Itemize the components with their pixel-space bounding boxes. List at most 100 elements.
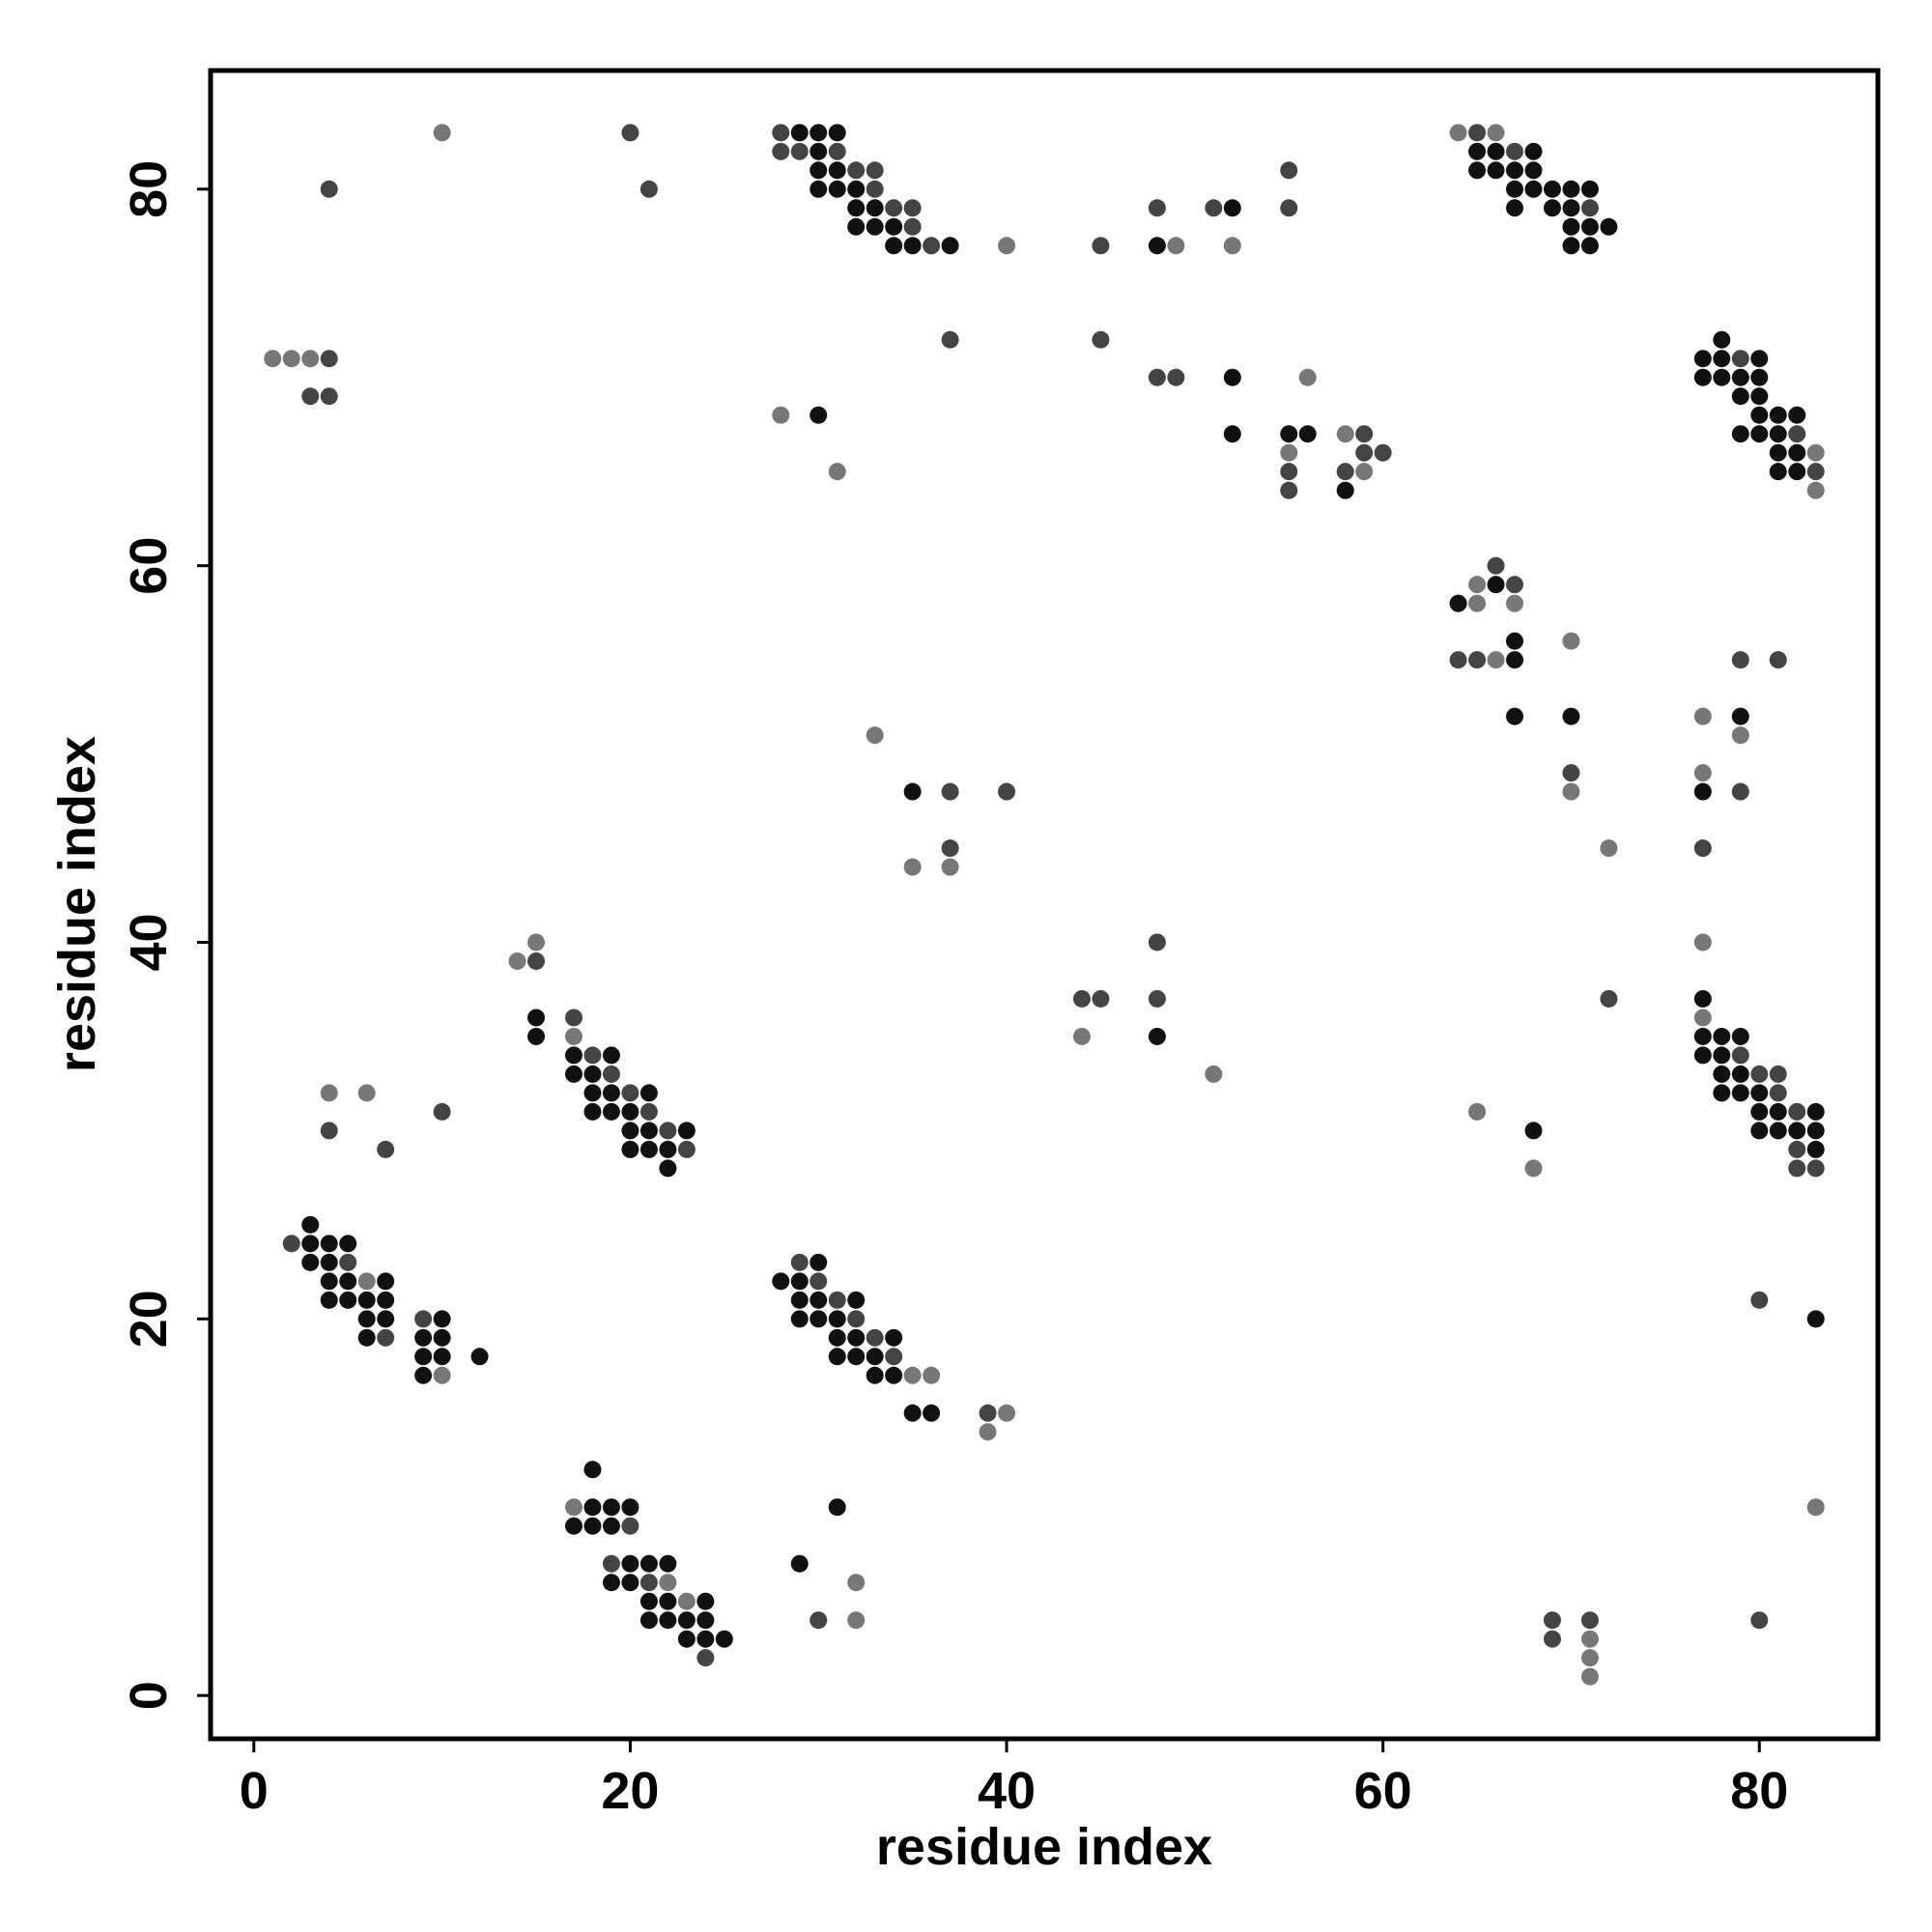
contact-point bbox=[339, 1235, 357, 1253]
contact-point bbox=[357, 1291, 376, 1309]
contact-point bbox=[602, 1554, 620, 1573]
contact-point bbox=[1506, 594, 1524, 612]
contact-point bbox=[885, 1348, 903, 1366]
contact-point bbox=[320, 180, 338, 198]
contact-point bbox=[1806, 463, 1825, 481]
contact-point bbox=[1713, 1027, 1731, 1045]
contact-point bbox=[621, 1554, 639, 1573]
contact-point bbox=[1562, 782, 1580, 801]
x-tick-label: 20 bbox=[601, 1762, 659, 1820]
contact-point bbox=[659, 1592, 677, 1610]
contact-point bbox=[564, 1498, 582, 1517]
contact-point bbox=[828, 1348, 846, 1366]
contact-point bbox=[847, 161, 866, 180]
contact-point bbox=[1713, 368, 1731, 386]
contact-point bbox=[339, 1291, 357, 1309]
contact-point bbox=[527, 1027, 546, 1045]
contact-point bbox=[639, 1122, 658, 1140]
contact-point bbox=[1280, 425, 1298, 443]
contact-point bbox=[583, 1046, 602, 1065]
contact-point bbox=[1167, 368, 1185, 386]
contact-point bbox=[320, 1235, 338, 1253]
contact-point bbox=[866, 217, 884, 236]
contact-point bbox=[639, 1611, 658, 1630]
contact-point bbox=[1731, 1065, 1749, 1083]
contact-point bbox=[1336, 425, 1354, 443]
contact-point bbox=[1769, 406, 1787, 424]
contact-point bbox=[1506, 632, 1524, 650]
contact-point bbox=[1731, 368, 1749, 386]
contact-point bbox=[828, 1498, 846, 1517]
contact-point bbox=[790, 1272, 809, 1291]
contact-point bbox=[1750, 1084, 1769, 1102]
y-tick-label: 60 bbox=[120, 537, 178, 595]
contact-point bbox=[339, 1272, 357, 1291]
x-axis-title: residue index bbox=[876, 1818, 1212, 1876]
contact-point bbox=[301, 350, 320, 368]
contact-point bbox=[810, 1253, 828, 1271]
contact-point bbox=[696, 1592, 715, 1610]
y-tick-label: 0 bbox=[120, 1681, 178, 1710]
contact-point bbox=[1468, 142, 1487, 160]
contact-point bbox=[377, 1272, 395, 1291]
contact-point bbox=[1468, 576, 1487, 594]
y-tick-label: 20 bbox=[120, 1290, 178, 1348]
contact-point bbox=[866, 180, 884, 198]
contact-point bbox=[1148, 368, 1166, 386]
contact-point bbox=[1223, 425, 1241, 443]
contact-point bbox=[357, 1328, 376, 1347]
contact-point bbox=[810, 124, 828, 142]
contact-point bbox=[1543, 1611, 1561, 1630]
contact-point bbox=[790, 1291, 809, 1309]
contact-point bbox=[903, 1404, 922, 1422]
contact-point bbox=[885, 1328, 903, 1347]
contact-point bbox=[621, 1140, 639, 1158]
contact-point bbox=[602, 1084, 620, 1102]
contact-point bbox=[1506, 651, 1524, 669]
contact-point bbox=[1580, 1630, 1599, 1648]
contact-point bbox=[772, 1272, 790, 1291]
contact-point bbox=[1788, 1159, 1806, 1178]
contact-point bbox=[1280, 443, 1298, 462]
contact-point bbox=[377, 1328, 395, 1347]
contact-point bbox=[866, 1348, 884, 1366]
contact-point bbox=[810, 161, 828, 180]
contact-point bbox=[941, 330, 959, 349]
contact-point bbox=[621, 124, 639, 142]
contact-point bbox=[1223, 237, 1241, 255]
contact-point bbox=[564, 1046, 582, 1065]
contact-point bbox=[1731, 1046, 1749, 1065]
contact-point bbox=[1713, 330, 1731, 349]
contact-point bbox=[1693, 368, 1712, 386]
contact-point bbox=[810, 1611, 828, 1630]
contact-point bbox=[810, 1310, 828, 1328]
contact-point bbox=[301, 387, 320, 406]
contact-point bbox=[696, 1649, 715, 1667]
contact-point bbox=[1580, 217, 1599, 236]
contact-point bbox=[433, 1348, 451, 1366]
contact-point bbox=[659, 1554, 677, 1573]
contact-point bbox=[847, 1348, 866, 1366]
contact-point bbox=[1374, 443, 1392, 462]
contact-point bbox=[1524, 1159, 1543, 1178]
contact-point bbox=[320, 1253, 338, 1271]
contact-point bbox=[1806, 1122, 1825, 1140]
contact-point bbox=[1693, 989, 1712, 1008]
contact-point bbox=[1524, 161, 1543, 180]
contact-point bbox=[866, 199, 884, 217]
y-tick-label: 80 bbox=[120, 160, 178, 218]
contact-point bbox=[810, 1291, 828, 1309]
contact-point bbox=[357, 1310, 376, 1328]
contact-point bbox=[1506, 161, 1524, 180]
contact-point bbox=[828, 161, 846, 180]
contact-point bbox=[1468, 161, 1487, 180]
contact-point bbox=[1750, 387, 1769, 406]
contact-point bbox=[828, 180, 846, 198]
contact-point bbox=[1506, 707, 1524, 725]
contact-point bbox=[1731, 782, 1749, 801]
contact-point bbox=[282, 1235, 300, 1253]
points-layer bbox=[264, 124, 1825, 1686]
contact-point bbox=[677, 1140, 696, 1158]
contact-point bbox=[1769, 425, 1787, 443]
contact-point bbox=[828, 1291, 846, 1309]
